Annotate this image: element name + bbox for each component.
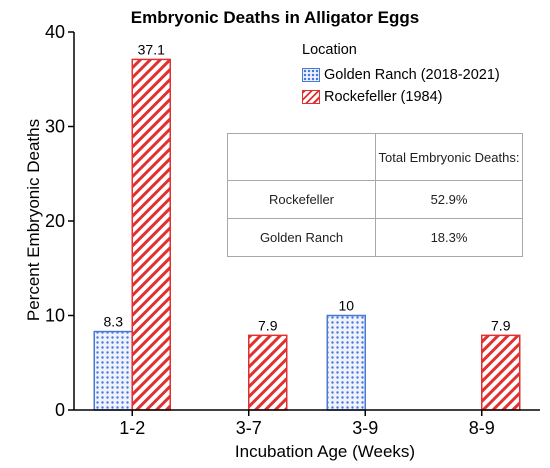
summary-table-value: 52.9% (375, 180, 523, 219)
legend-item-rockefeller: Rockefeller (1984) (302, 86, 500, 108)
summary-table: Total Embryonic Deaths: Rockefeller 52.9… (227, 133, 523, 257)
bar-golden-ranch-1-2 (93, 330, 133, 411)
bar-golden-ranch-3-9 (326, 314, 366, 411)
bar-labels-group: 8.3 10 37.1 7.9 7.9 (104, 41, 511, 333)
legend-label-golden-ranch: Golden Ranch (2018-2021) (324, 67, 500, 83)
axes-group: 0 10 20 30 40 1-2 3-7 3-9 8-9 (45, 22, 540, 438)
x-tick-label: 3-7 (236, 418, 262, 438)
summary-table-header-blank (227, 133, 376, 181)
bar-value-label: 37.1 (138, 41, 165, 57)
y-tick-label: 0 (55, 400, 65, 420)
bars-group (93, 58, 521, 411)
summary-table-row: Golden Ranch 18.3% (227, 218, 523, 257)
bar-rockefeller-3-7 (248, 334, 288, 411)
x-tick-label: 1-2 (119, 418, 145, 438)
legend-label-rockefeller: Rockefeller (1984) (324, 89, 443, 105)
legend-title: Location (302, 42, 357, 58)
x-tick-label: 8-9 (469, 418, 495, 438)
y-tick-label: 40 (45, 22, 65, 42)
summary-table-value: 18.3% (375, 218, 523, 257)
x-axis-label: Incubation Age (Weeks) (234, 442, 416, 461)
summary-table-header-total: Total Embryonic Deaths: (375, 133, 523, 181)
bar-rockefeller-1-2 (131, 58, 171, 411)
legend: Location Golden Ranch (2018-2021) Rockef… (302, 42, 500, 108)
summary-table-location: Golden Ranch (227, 218, 376, 257)
y-axis-label: Percent Embryonic Deaths (24, 118, 43, 322)
bar-rockefeller-8-9 (481, 334, 521, 411)
legend-swatch-dotted (302, 68, 320, 82)
y-tick-label: 10 (45, 306, 65, 326)
y-tick-label: 20 (45, 211, 65, 231)
y-tick-label: 30 (45, 117, 65, 137)
summary-table-location: Rockefeller (227, 180, 376, 219)
chart-title: Embryonic Deaths in Alligator Eggs (130, 8, 420, 27)
summary-table-header-row: Total Embryonic Deaths: (227, 133, 523, 181)
bar-value-label: 8.3 (104, 314, 124, 330)
x-tick-label: 3-9 (352, 418, 378, 438)
legend-swatch-hatched (302, 90, 320, 104)
bar-value-label: 7.9 (258, 317, 278, 333)
bar-value-label: 7.9 (491, 317, 511, 333)
summary-table-row: Rockefeller 52.9% (227, 180, 523, 219)
legend-item-golden-ranch: Golden Ranch (2018-2021) (302, 64, 500, 86)
bar-value-label: 10 (338, 298, 354, 314)
